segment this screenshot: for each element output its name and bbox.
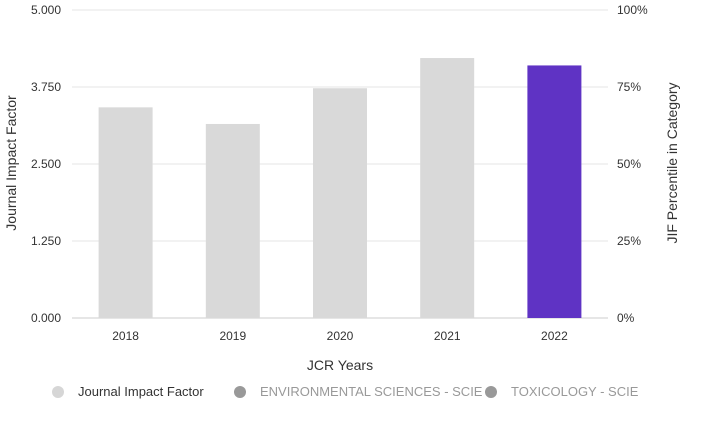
y-left-tick-label: 2.500 [31, 157, 61, 171]
x-tick-label: 2018 [112, 329, 139, 343]
y-axis-right-title: JIF Percentile in Category [664, 82, 680, 243]
legend-item-jif[interactable]: Journal Impact Factor [52, 384, 204, 399]
y-right-tick-label: 25% [617, 234, 641, 248]
y-right-tick-label: 100% [617, 3, 648, 17]
x-tick-label: 2021 [434, 329, 461, 343]
legend-item-environmental-sciences[interactable]: ENVIRONMENTAL SCIENCES - SCIE [234, 384, 482, 399]
x-axis-ticks: 2018 2019 2020 2021 2022 [112, 329, 568, 343]
bar-2020[interactable] [313, 88, 367, 319]
legend: Journal Impact Factor ENVIRONMENTAL SCIE… [0, 384, 701, 406]
bar-2021[interactable] [420, 58, 475, 318]
x-tick-label: 2022 [541, 329, 568, 343]
x-tick-label: 2019 [219, 329, 246, 343]
bars [98, 58, 582, 319]
x-axis-title: JCR Years [307, 357, 373, 373]
y-axis-right-ticks: 0% 25% 50% 75% 100% [617, 3, 648, 325]
y-right-tick-label: 75% [617, 80, 641, 94]
x-tick-label: 2020 [327, 329, 354, 343]
y-left-tick-label: 5.000 [31, 3, 61, 17]
y-right-tick-label: 50% [617, 157, 641, 171]
legend-dot-environmental-sciences [234, 385, 246, 398]
y-left-tick-label: 3.750 [31, 80, 61, 94]
y-axis-left-ticks: 0.000 1.250 2.500 3.750 5.000 [31, 3, 61, 325]
bar-2019[interactable] [205, 123, 260, 319]
legend-dot-jif [52, 385, 64, 398]
legend-item-toxicology[interactable]: TOXICOLOGY - SCIE [485, 384, 638, 399]
y-left-tick-label: 1.250 [31, 234, 61, 248]
legend-label-environmental-sciences: ENVIRONMENTAL SCIENCES - SCIE [260, 384, 483, 399]
y-axis-left-title: Journal Impact Factor [3, 95, 19, 231]
legend-label-jif: Journal Impact Factor [78, 384, 204, 399]
legend-label-toxicology: TOXICOLOGY - SCIE [511, 384, 639, 399]
bar-2018[interactable] [98, 107, 153, 318]
legend-dot-toxicology [485, 385, 497, 398]
y-left-tick-label: 0.000 [31, 311, 61, 325]
y-right-tick-label: 0% [617, 311, 635, 325]
bar-2022[interactable] [527, 65, 582, 318]
